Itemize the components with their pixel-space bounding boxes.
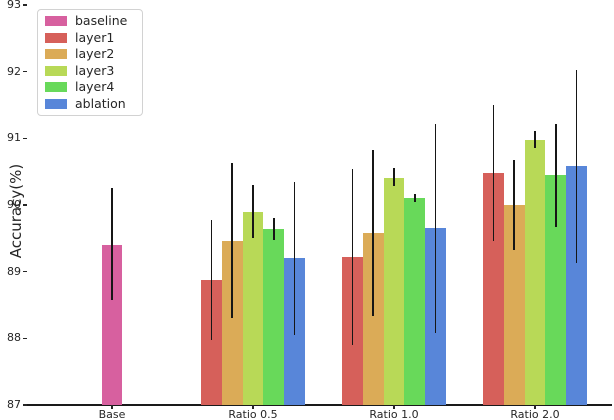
bar-layer4-ratio-0.5 [263,229,285,405]
x-axis-line [27,404,612,406]
y-tick-mark [23,71,27,73]
y-tick-label: 91 [7,131,21,145]
legend-item-baseline: baseline [45,14,135,29]
errorbar-layer2-ratio-2.0 [513,160,515,250]
errorbar-baseline-base [111,188,113,301]
bar-baseline-base [101,245,123,405]
bar-layer2-ratio-1.0 [362,233,384,405]
errorbar-layer1-ratio-1.0 [351,169,354,345]
errorbar-layer4-ratio-0.5 [273,218,275,240]
errorbar-layer2-ratio-1.0 [372,149,374,317]
bar-layer4-ratio-1.0 [404,198,426,405]
legend-label: baseline [75,13,128,29]
bar-layer3-ratio-2.0 [524,139,546,405]
legend-label: layer1 [75,29,115,45]
bar-layer1-ratio-2.0 [483,173,504,405]
errorbar-layer1-ratio-2.0 [492,105,495,241]
errorbar-layer3-ratio-2.0 [534,131,536,148]
y-tick-label: 93 [7,0,21,11]
y-tick-mark [23,204,27,206]
bar-layer4-ratio-2.0 [545,175,567,405]
y-tick-label: 89 [7,264,21,278]
y-tick-mark [23,137,27,139]
errorbar-layer4-ratio-1.0 [414,193,416,203]
x-tick-label: Base [98,408,126,420]
legend-label: ablation [75,95,126,111]
x-tick-label: Ratio 1.0 [369,408,419,420]
errorbar-layer3-ratio-1.0 [393,168,395,186]
errorbar-layer1-ratio-0.5 [210,219,213,340]
y-tick-mark [23,404,27,406]
y-tick-label: 92 [7,64,21,78]
y-tick-mark [23,271,27,273]
errorbar-ablation-ratio-2.0 [575,70,578,263]
errorbar-layer3-ratio-0.5 [252,185,254,239]
x-tick-label: Ratio 0.5 [228,408,278,420]
legend-swatch-layer1 [45,32,67,43]
legend-label: layer2 [75,46,115,62]
legend-item-layer1: layer1 [45,30,135,45]
legend-label: layer4 [75,79,115,95]
y-tick-label: 87 [7,398,21,411]
legend-label: layer3 [75,62,115,78]
legend: baseline layer1 layer2 layer3 layer4 ablation [37,9,143,116]
errorbar-layer2-ratio-0.5 [231,163,233,319]
legend-item-layer3: layer3 [45,63,135,78]
legend-item-ablation: ablation [45,96,135,111]
x-tick-mark [393,405,395,409]
bar-layer3-ratio-0.5 [242,212,264,405]
bar-ablation-ratio-2.0 [566,166,587,405]
y-axis-label: Accuracy(%) [7,163,25,259]
errorbar-layer4-ratio-2.0 [555,123,557,227]
errorbar-ablation-ratio-1.0 [434,123,437,333]
legend-swatch-baseline [45,16,67,27]
bar-layer2-ratio-2.0 [503,205,525,405]
x-tick-mark [111,405,113,409]
bar-layer3-ratio-1.0 [383,177,405,405]
bar-layer2-ratio-0.5 [221,241,243,405]
y-tick-label: 88 [7,331,21,345]
legend-item-layer2: layer2 [45,47,135,62]
legend-swatch-ablation [45,98,67,109]
x-tick-mark [252,405,254,409]
x-tick-mark [534,405,536,409]
legend-item-layer4: layer4 [45,80,135,95]
bar-layer1-ratio-0.5 [201,279,222,405]
x-tick-label: Ratio 2.0 [510,408,560,420]
y-tick-mark [23,4,27,6]
errorbar-ablation-ratio-0.5 [293,181,296,335]
y-tick-label: 90 [7,198,21,211]
legend-swatch-layer2 [45,49,67,60]
legend-swatch-layer4 [45,82,67,93]
legend-swatch-layer3 [45,65,67,76]
y-tick-mark [23,337,27,339]
